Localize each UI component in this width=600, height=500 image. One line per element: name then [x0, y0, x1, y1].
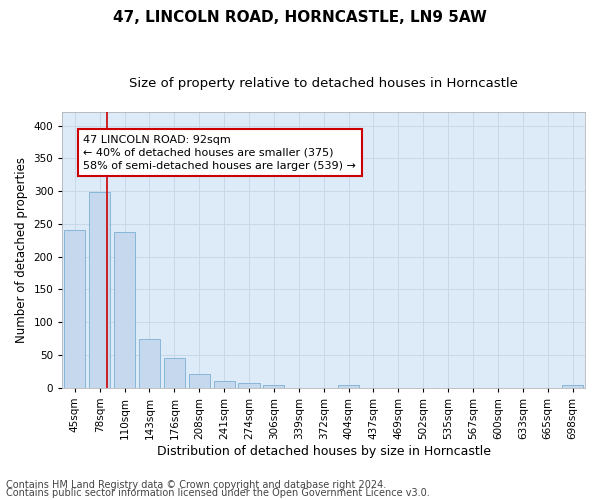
- Bar: [214, 381, 235, 388]
- X-axis label: Distribution of detached houses by size in Horncastle: Distribution of detached houses by size …: [157, 444, 491, 458]
- Bar: [89, 192, 110, 388]
- Bar: [562, 385, 583, 388]
- Bar: [114, 232, 135, 388]
- Bar: [263, 384, 284, 388]
- Bar: [338, 385, 359, 388]
- Bar: [238, 382, 260, 388]
- Bar: [139, 338, 160, 388]
- Text: 47, LINCOLN ROAD, HORNCASTLE, LN9 5AW: 47, LINCOLN ROAD, HORNCASTLE, LN9 5AW: [113, 10, 487, 25]
- Text: Contains HM Land Registry data © Crown copyright and database right 2024.: Contains HM Land Registry data © Crown c…: [6, 480, 386, 490]
- Bar: [64, 230, 85, 388]
- Bar: [164, 358, 185, 388]
- Text: Contains public sector information licensed under the Open Government Licence v3: Contains public sector information licen…: [6, 488, 430, 498]
- Text: 47 LINCOLN ROAD: 92sqm
← 40% of detached houses are smaller (375)
58% of semi-de: 47 LINCOLN ROAD: 92sqm ← 40% of detached…: [83, 134, 356, 171]
- Y-axis label: Number of detached properties: Number of detached properties: [15, 157, 28, 343]
- Bar: [188, 374, 210, 388]
- Title: Size of property relative to detached houses in Horncastle: Size of property relative to detached ho…: [129, 78, 518, 90]
